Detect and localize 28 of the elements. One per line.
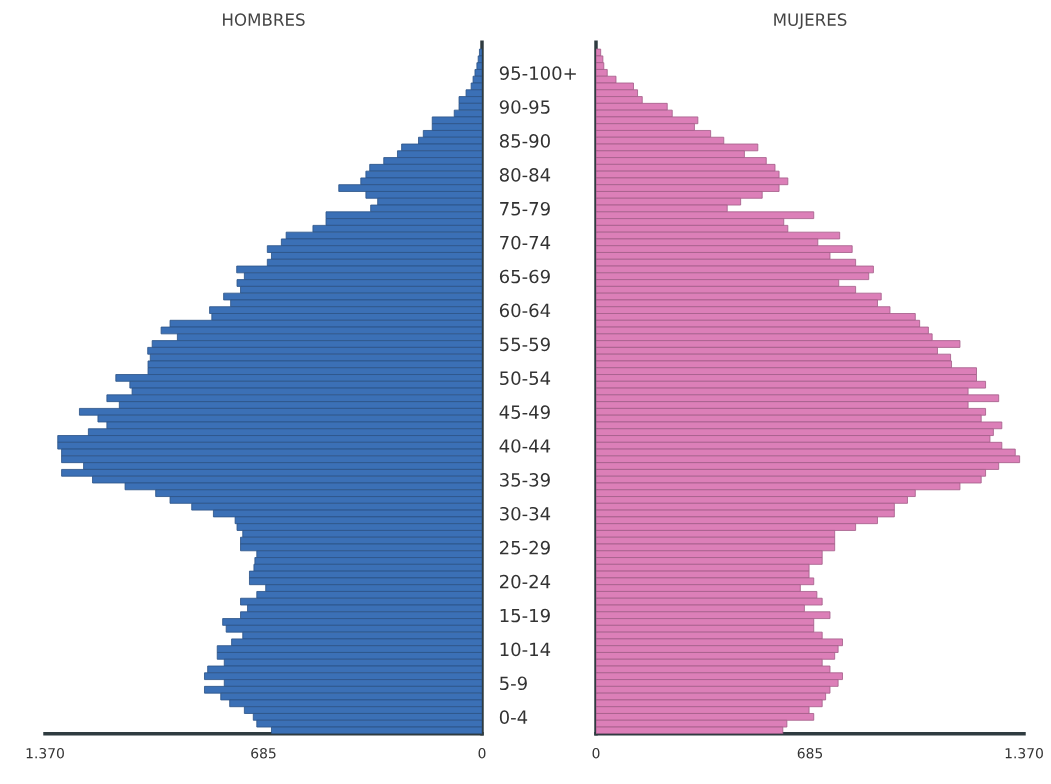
y-tick-label: 30-34: [500, 506, 551, 521]
y-tick-label: 35-39: [500, 473, 550, 487]
y-tick-label: 15-19: [500, 608, 550, 623]
x-tick-label: 1.370: [26, 747, 64, 759]
y-tick-label: 10-14: [500, 642, 551, 657]
y-tick-label: 0-4: [499, 710, 528, 724]
y-tick-label: 65-69: [499, 269, 550, 284]
y-tick-label: 85-90: [499, 134, 550, 148]
y-tick-label: 40-44: [499, 439, 551, 453]
y-tick-label: 45-49: [499, 405, 550, 419]
y-tick-label: 90-95: [499, 100, 550, 114]
y-tick-label: 20-24: [499, 574, 551, 589]
y-tick-label: 70-74: [500, 235, 551, 250]
y-tick-label: 75-79: [500, 201, 550, 216]
x-tick-label: 685: [251, 747, 276, 759]
y-tick-label: 5-9: [500, 676, 527, 691]
x-tick-label: 0: [592, 747, 600, 759]
y-tick-label: 50-54: [500, 371, 551, 386]
y-tick-label: 25-29: [499, 540, 550, 555]
y-tick-label: 55-59: [500, 337, 550, 352]
chart-title: MUJERES: [774, 13, 847, 30]
x-tick-label: 0: [478, 747, 486, 759]
y-tick-label: 60-64: [499, 303, 551, 318]
y-tick-label: 95-100+: [499, 66, 576, 80]
x-tick-label: 685: [797, 747, 823, 759]
chart-title: HOMBRES: [223, 13, 305, 26]
x-tick-label: 1.370: [1005, 747, 1043, 759]
y-tick-label: 80-84: [499, 167, 551, 182]
